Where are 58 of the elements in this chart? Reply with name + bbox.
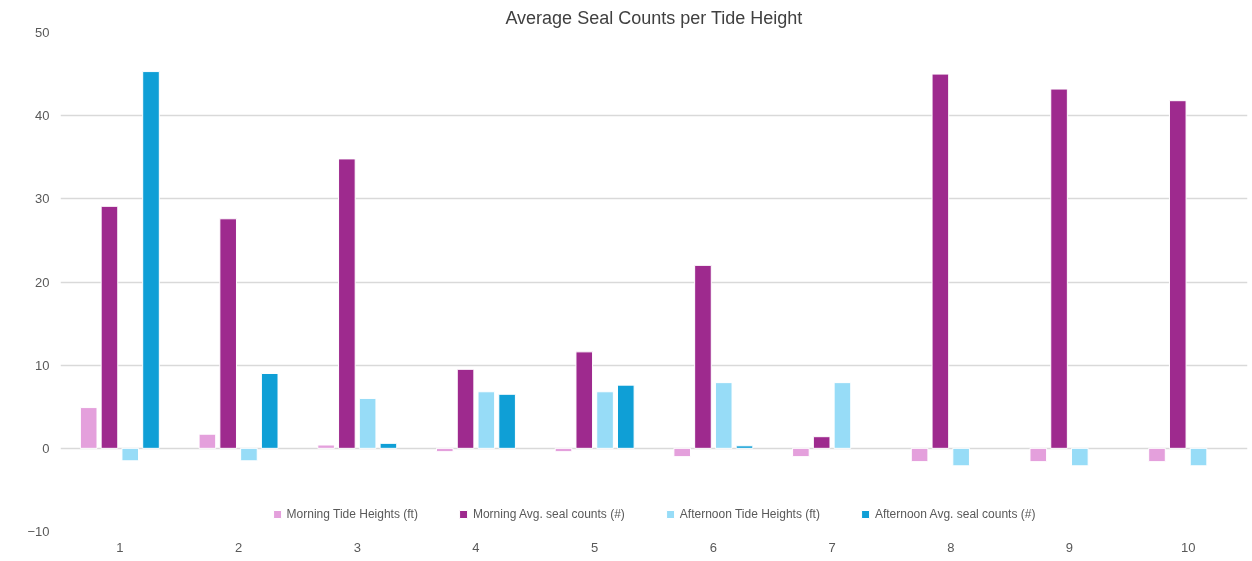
- y-tick-label: 30: [35, 191, 50, 207]
- y-tick-label: 20: [35, 274, 50, 290]
- bar: [79, 407, 98, 449]
- bar: [673, 447, 691, 458]
- bar: [317, 444, 335, 449]
- x-tick-label: 3: [353, 539, 361, 555]
- bar: [792, 447, 810, 458]
- bar: [833, 382, 852, 449]
- legend-label: Afternoon Avg. seal counts (#): [874, 507, 1036, 521]
- bar: [617, 384, 635, 449]
- bar: [1148, 447, 1166, 463]
- bar: [1189, 447, 1208, 467]
- bar: [931, 73, 950, 449]
- bar: [952, 447, 970, 467]
- x-tick-label: 10: [1180, 539, 1196, 555]
- x-tick-label: 2: [234, 539, 243, 555]
- x-tick-label: 1: [116, 539, 124, 555]
- bar: [714, 382, 733, 449]
- bar: [1168, 100, 1187, 449]
- y-tick-label: 0: [42, 440, 50, 456]
- x-tick-label: 9: [1065, 539, 1074, 555]
- legend-label: Morning Avg. seal counts (#): [472, 507, 625, 521]
- bar: [735, 445, 754, 449]
- bar: [498, 393, 516, 449]
- bar: [456, 368, 475, 449]
- bar: [1071, 447, 1089, 467]
- x-tick-label: 5: [591, 539, 599, 555]
- bar: [219, 218, 237, 449]
- bar: [379, 442, 398, 449]
- y-tick-label: −10: [27, 524, 50, 539]
- bar: [575, 351, 594, 449]
- bar: [477, 391, 496, 449]
- y-tick-label: 10: [35, 357, 50, 373]
- chart-title: Average Seal Counts per Tide Height: [505, 7, 803, 28]
- y-tick-label: 40: [35, 108, 50, 124]
- bar: [694, 264, 712, 449]
- bar: [554, 447, 573, 453]
- x-tick-label: 8: [947, 539, 955, 555]
- y-tick-label: 50: [35, 25, 50, 40]
- bar: [338, 158, 356, 449]
- bar: [100, 205, 119, 449]
- x-tick-label: 4: [472, 539, 480, 555]
- bar: [1029, 447, 1048, 463]
- bar: [435, 447, 454, 453]
- bar: [260, 372, 279, 449]
- legend-label: Morning Tide Heights (ft): [286, 507, 418, 521]
- bar: [596, 391, 614, 449]
- bar: [910, 447, 929, 463]
- x-tick-label: 7: [828, 539, 836, 555]
- bar: [240, 447, 258, 462]
- bar: [198, 433, 217, 449]
- legend-label: Afternoon Tide Heights (ft): [679, 507, 820, 521]
- bar: [1050, 88, 1068, 449]
- bar: [358, 397, 377, 449]
- bar: [812, 436, 831, 449]
- x-tick-label: 6: [709, 539, 717, 555]
- bar: [142, 71, 160, 449]
- bar: [121, 447, 140, 462]
